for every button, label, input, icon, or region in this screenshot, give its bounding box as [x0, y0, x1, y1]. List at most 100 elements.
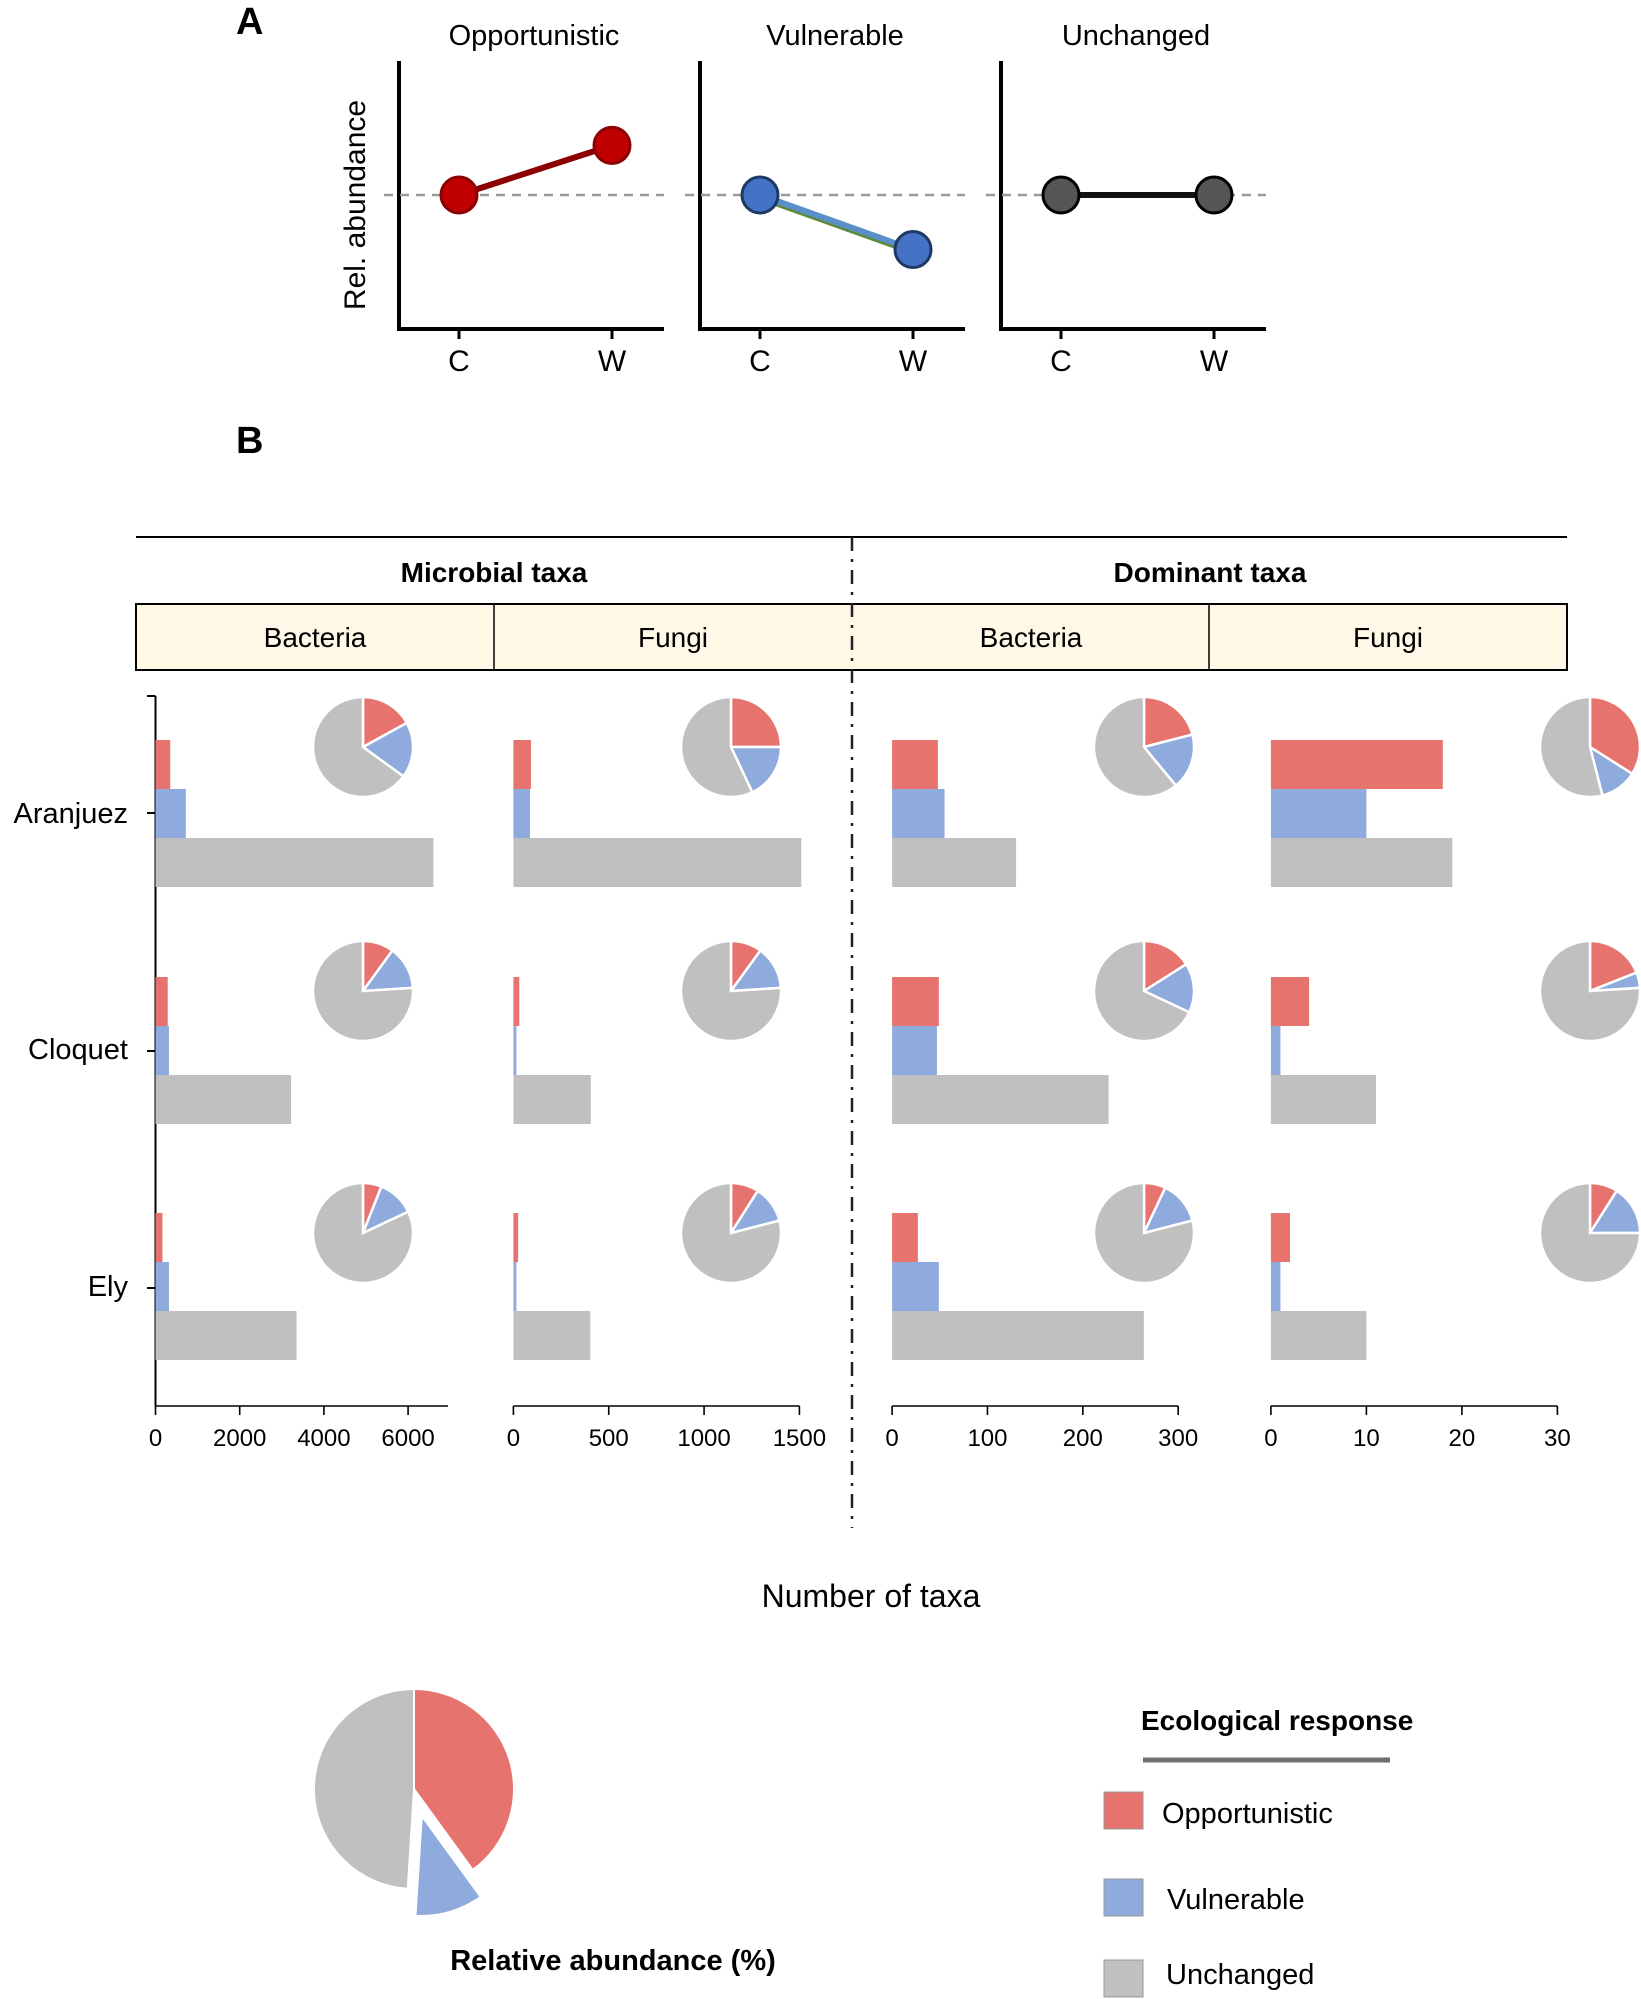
x-tick-label-dominant-bacteria: 200 — [1063, 1425, 1103, 1452]
panel-a-point-unchanged — [1194, 175, 1234, 215]
bar-dominant-fungi-aranjuez-vulnerable — [1270, 789, 1367, 838]
pie-slice-dominant-bacteria-aranjuez-vulnerable — [1141, 733, 1196, 788]
bar-microbial-bacteria-aranjuez-opportunistic — [155, 740, 171, 789]
x-axis-title: Number of taxa — [762, 1578, 981, 1614]
pie-slice-dominant-fungi-aranjuez-unchanged — [1538, 695, 1604, 799]
subpanel-title-dominant-fungi: Fungi — [1353, 622, 1423, 653]
bar-dominant-fungi-ely-opportunistic — [1270, 1213, 1290, 1262]
panel-a-tick-label: C — [1050, 345, 1072, 378]
bar-microbial-bacteria-cloquet-opportunistic — [155, 977, 168, 1026]
x-tick-label-microbial-bacteria: 2000 — [213, 1425, 266, 1452]
pie-slice-microbial-bacteria-cloquet-unchanged — [311, 939, 415, 1043]
panel-b-header: Microbial taxa Dominant taxa Bacteria Fungi… — [135, 536, 1568, 1528]
x-tick-label-dominant-fungi: 30 — [1544, 1425, 1571, 1452]
pie-slice-dominant-bacteria-cloquet-unchanged — [1092, 939, 1191, 1043]
legend-swatch-unchanged — [1103, 1959, 1144, 1998]
bar-dominant-fungi-aranjuez-opportunistic — [1270, 740, 1443, 789]
x-tick-label-dominant-bacteria: 0 — [885, 1425, 898, 1452]
x-tick-label-microbial-fungi: 500 — [589, 1425, 629, 1452]
bar-dominant-bacteria-cloquet-unchanged — [892, 1075, 1109, 1124]
bar-dominant-bacteria-ely-opportunistic — [892, 1213, 918, 1262]
bar-dominant-bacteria-aranjuez-unchanged — [892, 838, 1017, 887]
bar-microbial-bacteria-aranjuez-unchanged — [155, 838, 434, 887]
row-label-aranjuez: Aranjuez — [14, 798, 128, 830]
x-tick-label-microbial-bacteria: 6000 — [381, 1425, 434, 1452]
bar-microbial-fungi-cloquet-vulnerable — [513, 1026, 517, 1075]
x-tick-label-microbial-bacteria: 4000 — [297, 1425, 350, 1452]
pie-slice-microbial-fungi-cloquet-unchanged — [679, 939, 783, 1043]
bar-dominant-bacteria-cloquet-opportunistic — [892, 977, 939, 1026]
x-tick-label-dominant-fungi: 0 — [1264, 1425, 1277, 1452]
panel-a-title-vulnerable: Vulnerable — [766, 20, 904, 52]
panel-b-label: B — [236, 420, 263, 462]
subpanel-title-microbial-fungi: Fungi — [638, 622, 708, 653]
pie-slice-microbial-bacteria-aranjuez-unchanged — [311, 695, 406, 799]
pie-slice-dominant-fungi-cloquet-opportunistic — [1588, 939, 1639, 993]
pie-slice-dominant-fungi-cloquet-unchanged — [1538, 939, 1641, 1043]
legend-pie-caption: Relative abundance (%) — [450, 1945, 776, 1977]
subpanel-title-dominant-bacteria: Bacteria — [980, 622, 1083, 653]
panel-a: Rel. abundance Opportunistic C W Vulnerable… — [339, 20, 1266, 378]
pie-slice-dominant-bacteria-ely-unchanged — [1092, 1181, 1196, 1285]
legend-swatch-opportunistic — [1103, 1791, 1144, 1830]
bar-dominant-fungi-cloquet-opportunistic — [1270, 977, 1310, 1026]
x-tick-label-microbial-bacteria: 0 — [149, 1425, 162, 1452]
bar-dominant-bacteria-ely-unchanged — [892, 1311, 1144, 1360]
panel-a-ylabel: Rel. abundance — [339, 100, 372, 310]
panel-a-point-unchanged — [1041, 175, 1081, 215]
panel-a-title-unchanged: Unchanged — [1062, 20, 1210, 52]
panel-a-tick-label: W — [1200, 345, 1229, 378]
panel-a-tick-label: C — [448, 345, 470, 378]
bar-microbial-fungi-aranjuez-unchanged — [513, 838, 802, 887]
bar-dominant-bacteria-cloquet-vulnerable — [892, 1026, 937, 1075]
panel-a-label: A — [236, 1, 263, 43]
bar-dominant-bacteria-aranjuez-vulnerable — [892, 789, 945, 838]
bar-microbial-bacteria-cloquet-unchanged — [155, 1075, 292, 1124]
x-tick-label-microbial-fungi: 0 — [507, 1425, 520, 1452]
x-tick-label-dominant-fungi: 10 — [1353, 1425, 1380, 1452]
pie-slice-microbial-bacteria-ely-unchanged — [311, 1181, 415, 1285]
bar-microbial-bacteria-cloquet-vulnerable — [155, 1026, 169, 1075]
panel-a-tick-label: W — [598, 345, 627, 378]
bar-microbial-fungi-cloquet-unchanged — [513, 1075, 591, 1124]
row-label-ely: Ely — [88, 1271, 129, 1303]
group-title-microbial: Microbial taxa — [401, 557, 588, 588]
legend-pie-slice-vulnerable — [414, 1813, 482, 1917]
pie-slice-dominant-bacteria-aranjuez-unchanged — [1092, 695, 1178, 799]
bar-dominant-fungi-cloquet-unchanged — [1270, 1075, 1376, 1124]
bar-microbial-bacteria-ely-opportunistic — [155, 1213, 163, 1262]
bar-dominant-bacteria-ely-vulnerable — [892, 1262, 939, 1311]
legend-label-unchanged: Unchanged — [1166, 1959, 1314, 1991]
panel-a-point-opportunistic — [592, 125, 632, 165]
bar-dominant-bacteria-aranjuez-opportunistic — [892, 740, 938, 789]
x-tick-label-microbial-fungi: 1500 — [773, 1425, 826, 1452]
pie-slice-dominant-fungi-ely-unchanged — [1538, 1181, 1641, 1285]
panel-a-point-opportunistic — [439, 175, 479, 215]
panel-a-tick-label: C — [749, 345, 771, 378]
legend-swatch-vulnerable — [1103, 1878, 1144, 1917]
bar-dominant-fungi-cloquet-vulnerable — [1270, 1026, 1281, 1075]
pie-slice-microbial-bacteria-aranjuez-opportunistic — [361, 695, 409, 750]
pie-slice-microbial-fungi-aranjuez-vulnerable — [729, 745, 783, 794]
x-tick-label-dominant-bacteria: 300 — [1158, 1425, 1198, 1452]
bar-microbial-fungi-ely-vulnerable — [513, 1262, 517, 1311]
legend-pie-slice-opportunistic — [413, 1687, 515, 1872]
bar-microbial-fungi-ely-opportunistic — [513, 1213, 519, 1262]
bar-microbial-bacteria-aranjuez-vulnerable — [155, 789, 186, 838]
panel-a-series-line-vulnerable — [758, 192, 915, 253]
legend-title: Ecological response — [1141, 1705, 1413, 1736]
pie-slice-dominant-bacteria-aranjuez-opportunistic — [1142, 695, 1194, 749]
pie-slice-microbial-fungi-ely-unchanged — [679, 1181, 783, 1285]
row-label-cloquet: Cloquet — [28, 1034, 128, 1066]
bar-microbial-fungi-aranjuez-vulnerable — [513, 789, 530, 838]
pie-slice-microbial-fungi-aranjuez-opportunistic — [729, 695, 783, 749]
legend-pie-slice-unchanged — [313, 1687, 415, 1890]
bar-dominant-fungi-aranjuez-unchanged — [1270, 838, 1453, 887]
panel-a-point-vulnerable — [740, 175, 780, 215]
panel-a-title-opportunistic: Opportunistic — [449, 20, 620, 52]
x-tick-label-dominant-bacteria: 100 — [967, 1425, 1007, 1452]
panel-b-body: Aranjuez Cloquet Ely Number of taxa 0 200… — [14, 695, 1641, 1614]
subpanel-title-microbial-bacteria: Bacteria — [264, 622, 367, 653]
pie-slice-microbial-bacteria-aranjuez-vulnerable — [360, 721, 415, 779]
